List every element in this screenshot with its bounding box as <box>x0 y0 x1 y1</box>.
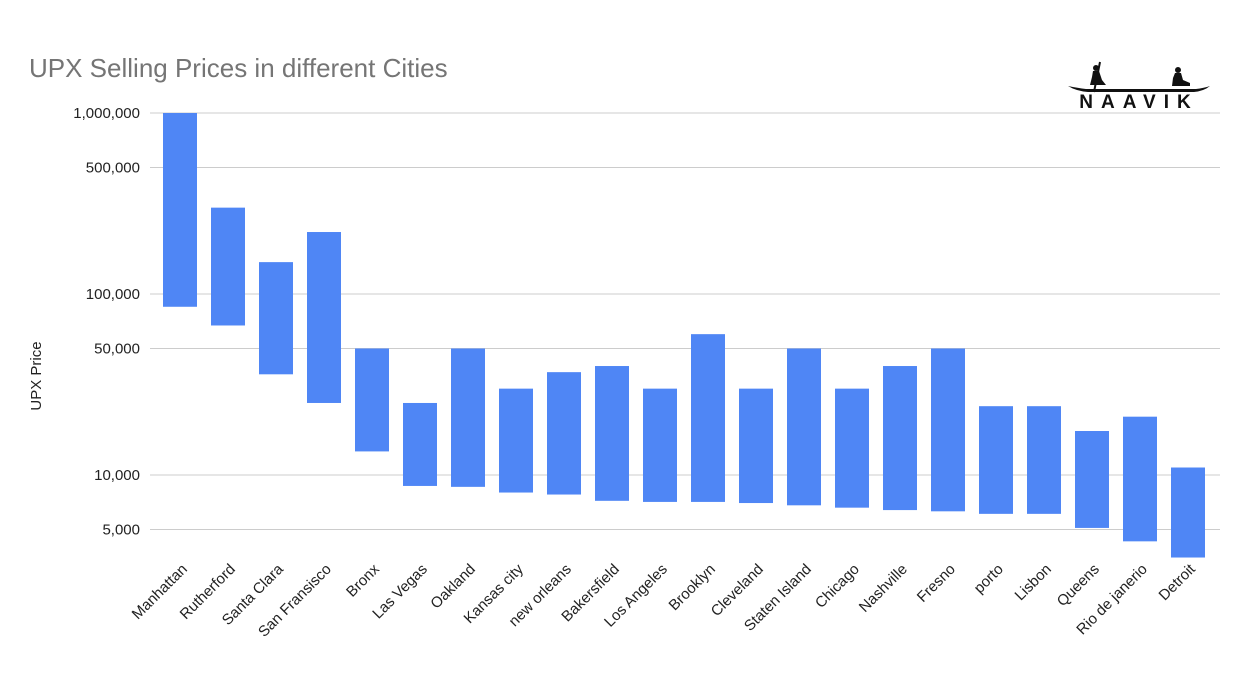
bar-oakland <box>451 348 485 487</box>
y-tick-label: 1,000,000 <box>73 105 140 122</box>
bar-rio-de-janerio <box>1123 416 1157 542</box>
logo-text: NAAVIK <box>1079 92 1199 113</box>
x-tick-label: porto <box>971 561 1007 597</box>
x-tick-label: Fresno <box>914 561 959 606</box>
bar-detroit <box>1171 467 1205 558</box>
bar-lisbon <box>1027 406 1061 514</box>
bar-fresno <box>931 348 965 512</box>
bar-staten-island <box>787 348 821 506</box>
y-tick-label: 100,000 <box>86 286 140 303</box>
bar-cleveland <box>739 388 773 504</box>
y-tick-label: 50,000 <box>94 340 140 357</box>
bar-brooklyn <box>691 334 725 502</box>
bar-chicago <box>835 388 869 508</box>
rower-head-icon <box>1093 65 1099 71</box>
bar-nashville <box>883 366 917 511</box>
boat-icon <box>1068 86 1210 92</box>
y-tick-label: 500,000 <box>86 159 140 176</box>
y-tick-labels: 5,000 10,000 50,000 100,000 500,000 1,000,000 <box>73 105 140 538</box>
y-tick-label: 5,000 <box>102 521 140 538</box>
bar-porto <box>979 406 1013 514</box>
naavik-logo <box>1068 61 1210 93</box>
bar-san-fransisco <box>307 232 341 403</box>
bar-las-vegas <box>403 402 437 486</box>
bar-new-orleans <box>547 372 581 495</box>
bar-rutherford <box>211 207 245 326</box>
bar-bakersfield <box>595 366 629 501</box>
bar-bronx <box>355 348 389 452</box>
bar-kansas-city <box>499 388 533 493</box>
x-tick-label: Bronx <box>343 560 383 600</box>
x-tick-label: Queens <box>1054 561 1103 610</box>
chart-title: UPX Selling Prices in different Cities <box>29 53 448 83</box>
rower-body-icon <box>1090 71 1106 85</box>
y-tick-label: 10,000 <box>94 467 140 484</box>
passenger-head-icon <box>1175 67 1181 73</box>
passenger-body-icon <box>1172 73 1190 86</box>
bar-queens <box>1075 431 1109 528</box>
x-tick-label: Detroit <box>1156 560 1200 604</box>
bars <box>163 113 1205 558</box>
x-tick-label: Nashville <box>856 561 911 616</box>
y-axis-label: UPX Price <box>28 341 45 410</box>
bar-manhattan <box>163 113 197 307</box>
x-tick-label: Lisbon <box>1012 561 1055 604</box>
bar-santa-clara <box>259 262 293 375</box>
bar-los-angeles <box>643 388 677 502</box>
